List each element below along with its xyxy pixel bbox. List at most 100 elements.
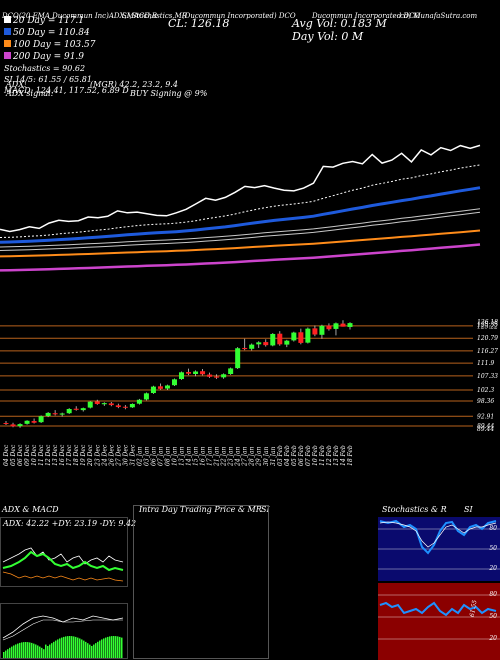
candle-body	[284, 340, 290, 345]
candle	[256, 341, 262, 348]
rsi-label-20: 20	[489, 635, 497, 642]
legend-stoch: Stochastics = 90.62	[4, 64, 86, 73]
date-label: 31 Dec	[129, 444, 136, 466]
candle-body	[319, 325, 325, 335]
date-label: 13 Feb	[333, 445, 340, 466]
candle-body	[45, 412, 51, 416]
macd-hist-bar	[103, 638, 105, 658]
candle-body	[228, 368, 234, 374]
macd-hist-bar	[93, 644, 95, 658]
date-label: 16 Jan	[200, 446, 207, 466]
rsi-label-50: 50	[489, 613, 497, 620]
date-label: 30 Jan	[263, 446, 270, 466]
candle	[150, 385, 156, 394]
intraday-box	[133, 505, 269, 659]
candle-body	[312, 328, 318, 335]
candle-body	[298, 332, 304, 343]
candle	[59, 412, 65, 417]
candle-body	[59, 413, 65, 415]
macd-hist-bar	[95, 643, 97, 658]
candle	[171, 378, 177, 387]
stoch-d-line	[379, 521, 497, 548]
candle-body	[24, 420, 30, 424]
candle	[298, 328, 304, 345]
macd-hist-bar	[41, 647, 43, 658]
candle	[228, 367, 234, 375]
candle	[214, 374, 220, 380]
macd-hist-bar	[7, 649, 9, 658]
macd-hist-bar	[45, 644, 47, 658]
candle	[221, 373, 227, 379]
macd-hist-bar	[21, 642, 23, 658]
macd-hist-bar	[51, 643, 53, 658]
candle	[24, 420, 30, 425]
date-label: 06 Jan	[150, 446, 157, 466]
macd-hist-bar	[121, 637, 123, 658]
macd-hist-bar	[57, 639, 59, 658]
adx-values: (MGR) 42.2, 23.2, 9.4	[90, 80, 178, 89]
macd-hist-bar	[77, 637, 79, 658]
candle	[17, 423, 23, 428]
candle	[3, 421, 9, 425]
date-label: 02 Jan	[136, 446, 143, 466]
date-label: 10 Jan	[171, 446, 178, 466]
candle-body	[164, 385, 170, 389]
stoch-si: SI	[464, 505, 473, 514]
macd-hist-bar	[35, 644, 37, 658]
candle-body	[256, 342, 262, 345]
macd-hist-bar	[37, 645, 39, 658]
price-axis-label: 89.44	[477, 426, 494, 433]
intraday-si: SI	[261, 505, 270, 514]
candle	[235, 347, 241, 369]
adx-green-line	[2, 550, 124, 572]
ema100-line-b	[0, 211, 481, 251]
candle-body	[52, 413, 58, 415]
date-label: 11 Feb	[319, 445, 326, 466]
candle	[122, 405, 128, 410]
candle-body	[10, 424, 16, 427]
candle	[305, 327, 311, 344]
macd-hist-bar	[105, 637, 107, 658]
macd-line	[2, 615, 124, 639]
candle-body	[347, 323, 353, 327]
candle-body	[129, 403, 135, 408]
macd-hist-bar	[11, 646, 13, 658]
day-volume: Day Vol: 0 M	[292, 30, 364, 43]
candle-body	[31, 421, 37, 423]
candles	[3, 320, 353, 428]
macd-hist-bar	[81, 639, 83, 658]
legend-ema50-label: 50 Day = 110.84	[13, 28, 90, 38]
ema50-line	[0, 186, 481, 244]
legend-ema200: 200 Day = 91.9	[4, 52, 129, 64]
macd-hist-bar	[109, 636, 111, 658]
candle	[45, 412, 51, 418]
macd-hist-bar	[63, 636, 65, 658]
date-label: 14 Feb	[340, 445, 347, 466]
macd-hist-bar	[31, 642, 33, 658]
macd-hist-bar	[79, 638, 81, 658]
date-label: 27 Dec	[115, 444, 122, 467]
candle-body	[249, 344, 255, 349]
candle-body	[136, 399, 142, 404]
adx-signal-value: BUY Signing @ 9%	[130, 89, 208, 98]
ema-lines	[0, 144, 481, 272]
candle	[136, 398, 142, 405]
header-part-3: SI,Stochastics,MR	[122, 12, 188, 20]
price-axis-label: 125.35	[477, 322, 498, 329]
macd-bars	[2, 615, 124, 658]
macd-hist-bar	[65, 636, 67, 658]
candle-body	[101, 403, 107, 405]
candle	[193, 370, 199, 377]
date-label: 13 Jan	[179, 446, 186, 466]
candle	[291, 331, 297, 342]
rsi-lines	[378, 594, 500, 640]
macd-hist-bar	[91, 645, 93, 658]
candle-body	[235, 348, 241, 369]
ema100-line	[0, 208, 481, 248]
stoch-rsi-panel: Stochastics & R SI 80 50 20 80 50 20 61.…	[378, 505, 500, 660]
rsi-subpanel: 80 50 20 61.55	[378, 583, 500, 660]
rsi-line	[379, 601, 497, 617]
macd-hist-bar	[23, 642, 25, 658]
date-label: 20 Dec	[87, 444, 94, 467]
macd-hist-bar	[17, 643, 19, 658]
